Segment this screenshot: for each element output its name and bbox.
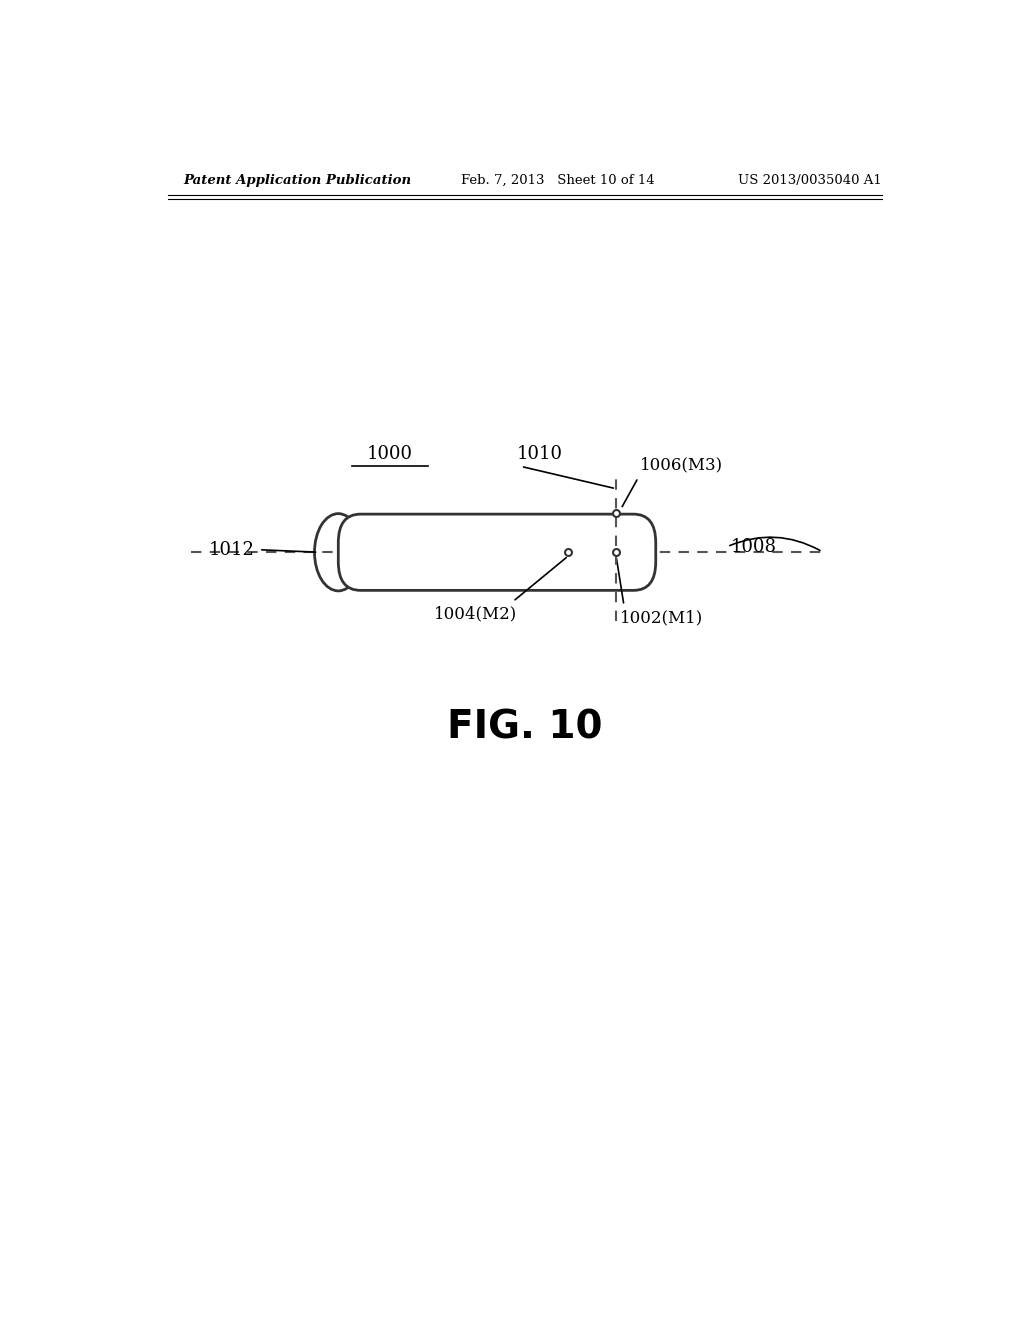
Ellipse shape: [314, 513, 362, 591]
Text: 1012: 1012: [209, 541, 255, 558]
Text: FIG. 10: FIG. 10: [447, 709, 602, 747]
Text: 1004(M2): 1004(M2): [433, 606, 517, 623]
Text: 1000: 1000: [367, 445, 413, 463]
Text: US 2013/0035040 A1: US 2013/0035040 A1: [738, 174, 882, 187]
Text: 1008: 1008: [731, 537, 777, 556]
Text: Patent Application Publication: Patent Application Publication: [183, 174, 412, 187]
Text: 1010: 1010: [517, 445, 563, 463]
Text: 1002(M1): 1002(M1): [620, 610, 703, 627]
FancyBboxPatch shape: [338, 515, 655, 590]
Text: 1006(M3): 1006(M3): [640, 457, 723, 474]
Text: Feb. 7, 2013   Sheet 10 of 14: Feb. 7, 2013 Sheet 10 of 14: [461, 174, 655, 187]
